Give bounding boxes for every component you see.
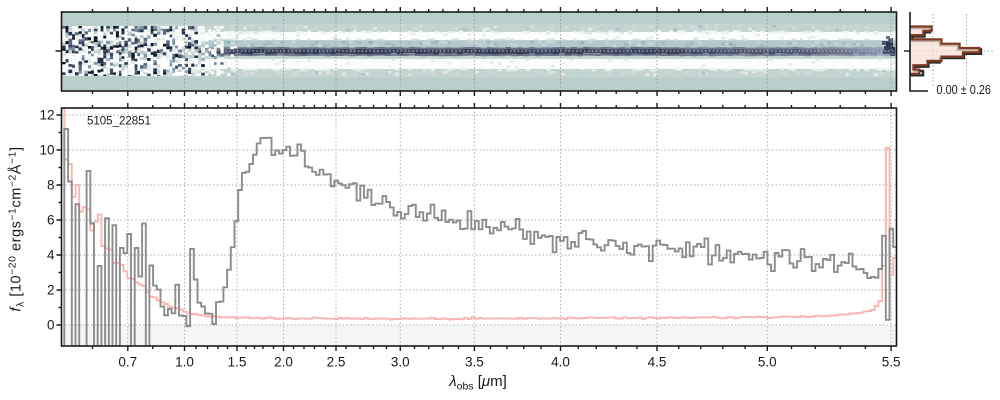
svg-text:0.00 ± 0.26: 0.00 ± 0.26 xyxy=(937,82,992,97)
svg-text:4: 4 xyxy=(47,248,55,263)
svg-text:λobs [μm]: λobs [μm] xyxy=(448,373,507,392)
svg-text:fλ [10−20 ergs−1cm−2Å−1]: fλ [10−20 ergs−1cm−2Å−1] xyxy=(8,146,27,311)
svg-text:1.0: 1.0 xyxy=(175,355,194,370)
svg-text:2: 2 xyxy=(47,283,55,298)
svg-text:1.5: 1.5 xyxy=(228,355,247,370)
svg-text:3.5: 3.5 xyxy=(465,355,484,370)
svg-text:0: 0 xyxy=(47,318,55,333)
svg-text:10: 10 xyxy=(39,143,54,158)
svg-text:6: 6 xyxy=(47,213,55,228)
svg-text:3.0: 3.0 xyxy=(391,355,410,370)
svg-text:4.5: 4.5 xyxy=(648,355,667,370)
svg-text:0.7: 0.7 xyxy=(118,355,137,370)
svg-text:5.0: 5.0 xyxy=(758,355,777,370)
svg-text:12: 12 xyxy=(39,108,54,123)
svg-text:2.5: 2.5 xyxy=(327,355,346,370)
svg-text:2.0: 2.0 xyxy=(274,355,293,370)
svg-text:4.0: 4.0 xyxy=(551,355,570,370)
svg-text:5105_22851: 5105_22851 xyxy=(87,116,151,128)
svg-text:5.5: 5.5 xyxy=(882,355,901,370)
svg-text:8: 8 xyxy=(47,178,55,193)
